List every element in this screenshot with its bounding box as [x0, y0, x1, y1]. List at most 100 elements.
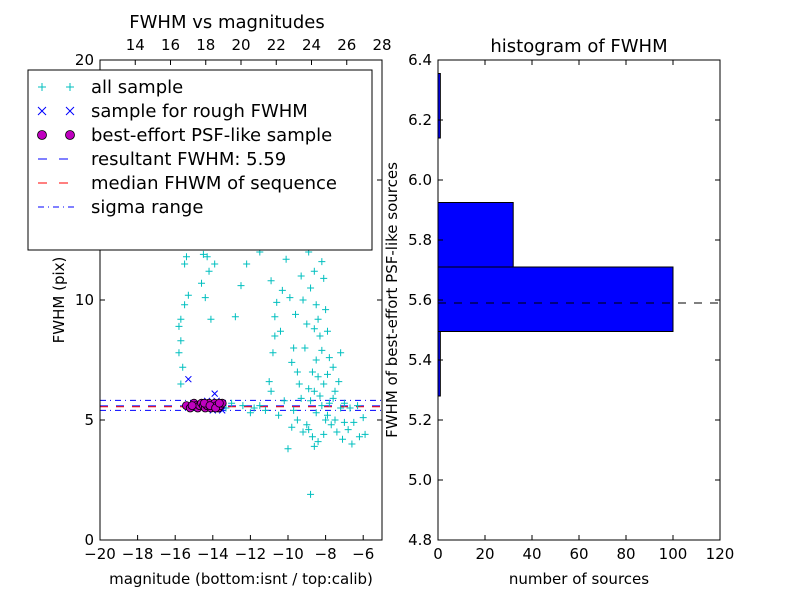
point-s0-95 — [228, 399, 236, 407]
point-s0-29 — [267, 277, 275, 285]
legend-marker-circle — [65, 130, 75, 140]
legend-label: resultant FWHM: 5.59 — [91, 149, 286, 170]
point-s0-84 — [310, 442, 318, 450]
histogram-bar-1 — [437, 266, 674, 332]
point-s0-107 — [276, 327, 284, 335]
scatter-reference-lines — [100, 399, 382, 411]
point-s0-101 — [297, 394, 305, 402]
scatter-y-label: FWHM (pix) — [50, 257, 68, 344]
point-s0-79 — [361, 430, 369, 438]
point-s0-62 — [318, 402, 326, 410]
point-s0-10 — [177, 337, 185, 345]
point-s0-16 — [205, 267, 213, 275]
legend-entries: all sample sample for rough FWHM best-effo… — [37, 77, 337, 218]
point-s0-57 — [314, 373, 322, 381]
point-s0-100 — [290, 406, 298, 414]
x-tick-label: 40 — [522, 545, 541, 563]
y-tick-label: 5.2 — [408, 411, 432, 429]
point-s0-39 — [288, 358, 296, 366]
y-tick-label: 4.8 — [408, 531, 432, 549]
y-tick-label: 20 — [75, 51, 94, 69]
point-s0-82 — [314, 438, 322, 446]
point-s0-69 — [337, 404, 345, 412]
point-s0-81 — [308, 433, 316, 441]
histogram-bar-2 — [437, 202, 514, 268]
point-s0-32 — [267, 387, 275, 395]
point-s0-35 — [282, 255, 290, 263]
point-s0-42 — [295, 380, 303, 388]
legend-marker-plus — [66, 83, 74, 91]
point-s0-30 — [271, 313, 279, 321]
histogram-y-label: FWHM of best-effort PSF-like sources — [383, 162, 401, 438]
point-s0-98 — [256, 402, 264, 410]
point-s0-87 — [293, 416, 301, 424]
point-s0-77 — [348, 440, 356, 448]
legend-label: sigma range — [91, 197, 203, 218]
point-s0-54 — [318, 346, 326, 354]
legend-label: sample for rough FWHM — [91, 101, 308, 122]
point-s0-70 — [340, 418, 348, 426]
point-s0-94 — [239, 402, 247, 410]
x-tick-label: −18 — [122, 545, 154, 563]
point-s0-116 — [322, 306, 330, 314]
point-s0-122 — [337, 349, 345, 357]
scatter-frame — [99, 59, 383, 541]
top-x-tick-label: 22 — [267, 36, 286, 54]
point-s0-76 — [355, 433, 363, 441]
top-x-tick-label: 18 — [196, 36, 215, 54]
legend-marker-x — [65, 106, 75, 116]
point-s0-105 — [346, 404, 354, 412]
top-x-tick-label: 28 — [372, 36, 391, 54]
point-s0-83 — [320, 430, 328, 438]
y-tick-label: 6.4 — [408, 51, 432, 69]
point-s0-80 — [305, 426, 313, 434]
point-s0-109 — [292, 310, 300, 318]
point-s0-34 — [271, 332, 279, 340]
point-s0-86 — [299, 428, 307, 436]
x-tick-label: 20 — [475, 545, 494, 563]
point-s0-4 — [181, 301, 189, 309]
histogram-frame — [437, 59, 721, 541]
top-x-tick-label: 14 — [126, 36, 145, 54]
point-s0-25 — [237, 282, 245, 290]
point-s0-1 — [175, 322, 183, 330]
point-s0-31 — [269, 349, 277, 357]
point-s0-72 — [327, 421, 335, 429]
y-tick-label: 5.6 — [408, 291, 432, 309]
top-x-tick-label: 26 — [337, 36, 356, 54]
point-s0-64 — [322, 416, 330, 424]
point-s0-121 — [335, 378, 343, 386]
point-s0-85 — [303, 421, 311, 429]
point-s2-18 — [187, 401, 197, 411]
point-s0-50 — [312, 301, 320, 309]
scatter-panel: −20−18−16−14−12−10−8−6051015201416182022… — [27, 12, 392, 588]
point-s0-91 — [275, 411, 283, 419]
point-s0-103 — [331, 416, 339, 424]
point-s0-48 — [310, 267, 318, 275]
y-tick-label: 10 — [75, 291, 94, 309]
point-s0-14 — [199, 250, 207, 258]
point-s0-24 — [243, 260, 251, 268]
point-s0-33 — [265, 378, 273, 386]
point-s0-93 — [250, 404, 258, 412]
point-s0-17 — [201, 294, 209, 302]
point-s0-63 — [312, 409, 320, 417]
point-s0-59 — [310, 387, 318, 395]
point-s0-41 — [299, 296, 307, 304]
point-s0-51 — [314, 315, 322, 323]
point-s0-44 — [301, 344, 309, 352]
point-s0-118 — [325, 354, 333, 362]
scatter-x-label: magnitude (bottom:isnt / top:calib) — [109, 570, 373, 588]
point-s0-74 — [344, 426, 352, 434]
point-s0-9 — [181, 260, 189, 268]
point-s0-78 — [359, 414, 367, 422]
point-s0-102 — [305, 385, 313, 393]
point-s1-4 — [211, 390, 219, 397]
x-tick-label: −14 — [197, 545, 229, 563]
point-s0-88 — [288, 423, 296, 431]
x-tick-label: −16 — [159, 545, 191, 563]
x-tick-label: 0 — [433, 545, 443, 563]
point-s0-120 — [323, 370, 331, 378]
point-s0-68 — [331, 387, 339, 395]
